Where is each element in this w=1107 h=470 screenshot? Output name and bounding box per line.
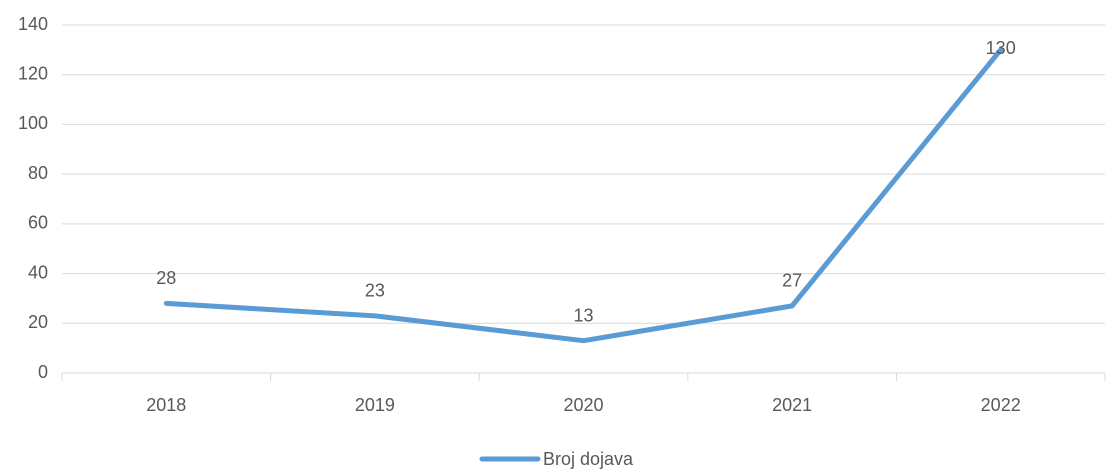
data-label: 13 bbox=[573, 305, 593, 325]
data-label: 28 bbox=[156, 268, 176, 288]
data-label: 27 bbox=[782, 271, 802, 291]
line bbox=[163, 47, 1004, 344]
x-tick-label: 2019 bbox=[355, 395, 395, 415]
x-tick-label: 2018 bbox=[146, 395, 186, 415]
data-label: 23 bbox=[365, 281, 385, 301]
y-tick-label: 100 bbox=[18, 113, 48, 133]
y-tick-label: 80 bbox=[28, 163, 48, 183]
y-tick-label: 120 bbox=[18, 63, 48, 83]
x-tick-label: 2021 bbox=[772, 395, 812, 415]
y-tick-label: 60 bbox=[28, 213, 48, 233]
y-tick-label: 20 bbox=[28, 312, 48, 332]
x-tick-label: 2022 bbox=[981, 395, 1021, 415]
x-tick-label: 2020 bbox=[563, 395, 603, 415]
legend-label: Broj dojava bbox=[543, 449, 634, 469]
y-tick-label: 40 bbox=[28, 262, 48, 282]
y-tick-label: 140 bbox=[18, 14, 48, 34]
data-label: 130 bbox=[986, 38, 1016, 58]
y-tick-label: 0 bbox=[38, 362, 48, 382]
